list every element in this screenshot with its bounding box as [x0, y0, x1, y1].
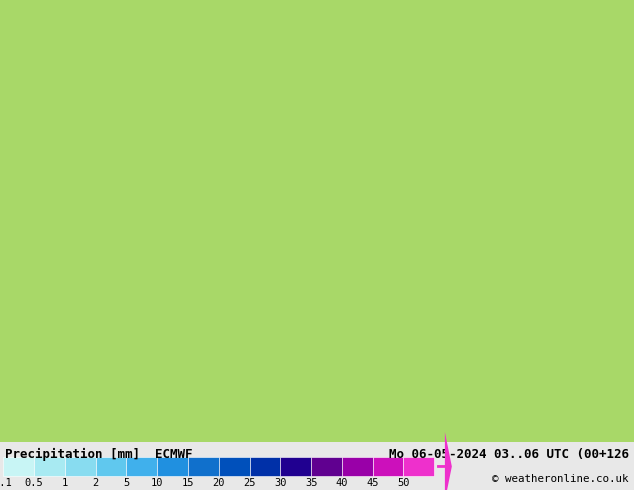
Text: 0.1: 0.1 — [0, 478, 13, 489]
Bar — [188, 457, 219, 476]
Text: 35: 35 — [305, 478, 318, 489]
Bar — [96, 457, 126, 476]
Bar — [3, 457, 34, 476]
Text: 50: 50 — [398, 478, 410, 489]
Bar — [311, 457, 342, 476]
Text: 5: 5 — [123, 478, 129, 489]
Text: 45: 45 — [366, 478, 379, 489]
Text: 2: 2 — [93, 478, 99, 489]
Bar — [342, 457, 373, 476]
Text: 25: 25 — [243, 478, 256, 489]
Bar — [157, 457, 188, 476]
Text: 30: 30 — [274, 478, 287, 489]
Text: 15: 15 — [182, 478, 194, 489]
Text: 40: 40 — [335, 478, 348, 489]
Text: Precipitation [mm]  ECMWF: Precipitation [mm] ECMWF — [5, 448, 193, 461]
Bar — [280, 457, 311, 476]
Bar — [126, 457, 157, 476]
Bar — [219, 457, 250, 476]
Text: 1: 1 — [61, 478, 68, 489]
Bar — [403, 457, 434, 476]
Bar — [250, 457, 280, 476]
Bar — [65, 457, 96, 476]
Bar — [373, 457, 403, 476]
Text: © weatheronline.co.uk: © weatheronline.co.uk — [493, 474, 629, 484]
Text: 20: 20 — [212, 478, 225, 489]
Text: Mo 06-05-2024 03..06 UTC (00+126: Mo 06-05-2024 03..06 UTC (00+126 — [389, 448, 629, 461]
Text: 10: 10 — [151, 478, 164, 489]
Text: 0.5: 0.5 — [25, 478, 43, 489]
Bar — [34, 457, 65, 476]
